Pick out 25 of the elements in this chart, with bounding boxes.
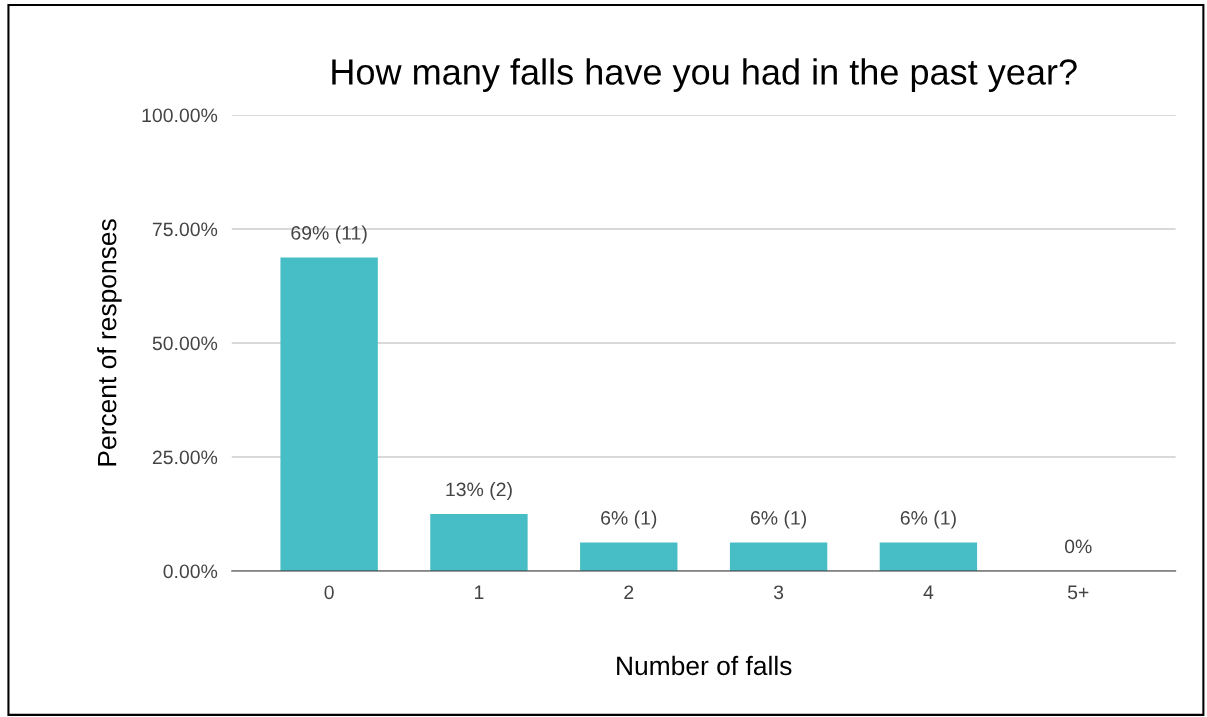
x-tick-label: 5+ bbox=[1067, 585, 1089, 600]
data-label: 6% (1) bbox=[750, 510, 807, 529]
y-axis-title: Percent of responses bbox=[97, 219, 122, 466]
data-label: 69% (11) bbox=[291, 225, 367, 244]
x-tick-label: 1 bbox=[475, 585, 484, 599]
bar bbox=[879, 542, 978, 572]
data-label: 13% (2) bbox=[446, 482, 512, 501]
x-tick-label: 2 bbox=[624, 585, 634, 599]
y-tick-label: 50.00% bbox=[152, 336, 218, 351]
bar bbox=[280, 257, 378, 572]
x-tick-label: 0 bbox=[324, 585, 334, 600]
y-tick-label: 0.00% bbox=[163, 564, 218, 579]
bar bbox=[430, 514, 528, 572]
chart-title: How many falls have you had in the past year? bbox=[332, 58, 1077, 92]
data-label: 6% (1) bbox=[900, 510, 956, 529]
x-tick-label: 3 bbox=[773, 585, 784, 600]
y-tick-label: 100.00% bbox=[142, 108, 218, 123]
x-axis-title: Number of falls bbox=[617, 655, 792, 676]
bar bbox=[580, 542, 678, 572]
x-tick-label: 4 bbox=[923, 585, 934, 599]
y-tick-label: 75.00% bbox=[152, 222, 218, 237]
bar bbox=[729, 542, 828, 572]
data-label: 0% bbox=[1064, 539, 1092, 554]
y-tick-label: 25.00% bbox=[152, 450, 218, 465]
data-label: 6% (1) bbox=[601, 510, 657, 529]
